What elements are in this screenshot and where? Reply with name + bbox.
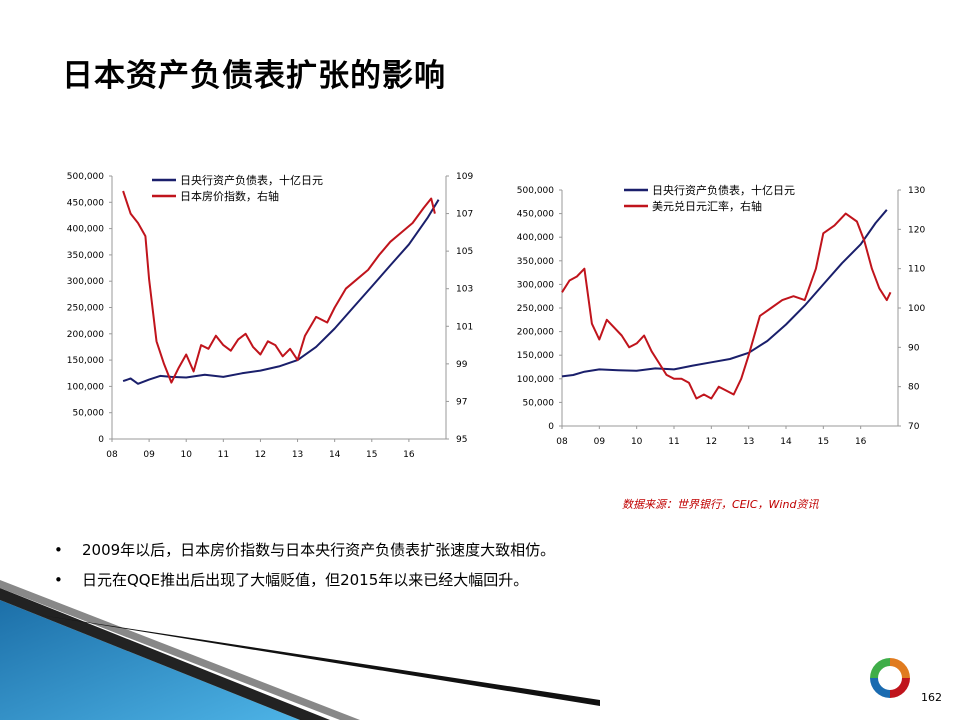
chart-house-price: 500,000 450,000 400,000 350,000 300,000 250,0… bbox=[67, 172, 474, 460]
right-axis-tick-label: 130 bbox=[908, 186, 925, 196]
left-axis-tick-label: 0 bbox=[548, 422, 554, 432]
right-axis-tick-label: 107 bbox=[456, 210, 473, 220]
x-axis-tick-label: 10 bbox=[180, 450, 192, 460]
right-axis-tick-label: 105 bbox=[456, 247, 473, 257]
x-axis-tick-label: 08 bbox=[556, 437, 568, 447]
right-axis-tick-label: 103 bbox=[456, 285, 473, 295]
series-line-0 bbox=[561, 209, 888, 378]
right-axis-tick-label: 110 bbox=[908, 265, 925, 275]
left-axis-tick-label: 150,000 bbox=[67, 356, 104, 366]
bullet-dot-icon: • bbox=[54, 541, 63, 559]
left-axis-tick-label: 200,000 bbox=[67, 330, 104, 340]
legend-label-1: 美元兑日元汇率，右轴 bbox=[652, 199, 762, 213]
chart-fx-rate: 500,000 450,000 400,000 350,000 300,000 250,0… bbox=[517, 183, 926, 447]
x-axis-tick-label: 13 bbox=[743, 437, 754, 447]
x-axis-tick-label: 12 bbox=[255, 450, 266, 460]
right-axis-tick-label: 80 bbox=[908, 383, 920, 393]
legend-label-0: 日央行资产负债表，十亿日元 bbox=[180, 173, 323, 187]
x-axis-tick-label: 11 bbox=[668, 437, 679, 447]
left-axis-tick-label: 150,000 bbox=[517, 351, 554, 361]
x-axis-tick-label: 09 bbox=[594, 437, 606, 447]
decorative-swoosh-icon bbox=[0, 580, 600, 720]
right-axis-tick-label: 101 bbox=[456, 322, 473, 332]
right-axis-tick-label: 97 bbox=[456, 397, 467, 407]
bullet-item: • 日元在QQE推出后出现了大幅贬值，但2015年以来已经大幅回升。 bbox=[54, 568, 555, 598]
legend-label-0: 日央行资产负债表，十亿日元 bbox=[652, 183, 795, 197]
left-axis-tick-label: 500,000 bbox=[517, 186, 554, 196]
left-axis-tick-label: 300,000 bbox=[517, 280, 554, 290]
series-line-1 bbox=[122, 190, 436, 384]
x-axis-tick-label: 08 bbox=[106, 450, 118, 460]
page-number: 162 bbox=[921, 691, 942, 704]
right-axis-tick-label: 95 bbox=[456, 435, 467, 445]
x-axis-tick-label: 12 bbox=[706, 437, 717, 447]
left-axis-tick-label: 400,000 bbox=[67, 225, 104, 235]
left-axis-tick-label: 500,000 bbox=[67, 172, 104, 182]
bullet-list: • 2009年以后，日本房价指数与日本央行资产负债表扩张速度大致相仿。 • 日元在Q… bbox=[54, 538, 555, 598]
x-axis-tick-label: 13 bbox=[292, 450, 303, 460]
left-axis-tick-label: 350,000 bbox=[67, 251, 104, 261]
right-axis-tick-label: 70 bbox=[908, 422, 920, 432]
left-axis-tick-label: 400,000 bbox=[517, 233, 554, 243]
x-axis-tick-label: 14 bbox=[329, 450, 341, 460]
series-line-0 bbox=[122, 199, 440, 385]
left-axis-tick-label: 0 bbox=[98, 435, 104, 445]
x-axis-tick-label: 11 bbox=[218, 450, 229, 460]
bullet-text: 2009年以后，日本房价指数与日本央行资产负债表扩张速度大致相仿。 bbox=[82, 541, 556, 559]
left-axis-tick-label: 100,000 bbox=[517, 375, 554, 385]
data-source-note: 数据来源：世界银行，CEIC，Wind资讯 bbox=[622, 498, 819, 511]
company-logo-icon bbox=[870, 658, 910, 698]
left-axis-tick-label: 450,000 bbox=[517, 210, 554, 220]
x-axis-tick-label: 15 bbox=[366, 450, 377, 460]
right-axis-tick-label: 100 bbox=[908, 304, 925, 314]
right-axis-tick-label: 120 bbox=[908, 225, 925, 235]
legend-label-1: 日本房价指数，右轴 bbox=[180, 189, 279, 203]
left-axis-tick-label: 450,000 bbox=[67, 198, 104, 208]
x-axis-tick-label: 09 bbox=[143, 450, 155, 460]
right-axis-tick-label: 109 bbox=[456, 172, 473, 182]
x-axis-tick-label: 15 bbox=[818, 437, 829, 447]
series-line-1 bbox=[561, 212, 892, 400]
right-axis-tick-label: 99 bbox=[456, 360, 468, 370]
left-axis-tick-label: 250,000 bbox=[67, 304, 104, 314]
left-axis-tick-label: 200,000 bbox=[517, 328, 554, 338]
left-axis-tick-label: 50,000 bbox=[73, 409, 105, 419]
page-title: 日本资产负债表扩张的影响 bbox=[62, 58, 446, 94]
x-axis-tick-label: 10 bbox=[631, 437, 643, 447]
left-axis-tick-label: 250,000 bbox=[517, 304, 554, 314]
x-axis-tick-label: 16 bbox=[855, 437, 867, 447]
bullet-item: • 2009年以后，日本房价指数与日本央行资产负债表扩张速度大致相仿。 bbox=[54, 538, 555, 568]
bullet-dot-icon: • bbox=[54, 571, 63, 589]
bullet-text: 日元在QQE推出后出现了大幅贬值，但2015年以来已经大幅回升。 bbox=[82, 571, 529, 589]
right-axis-tick-label: 90 bbox=[908, 343, 920, 353]
left-axis-tick-label: 350,000 bbox=[517, 257, 554, 267]
x-axis-tick-label: 14 bbox=[780, 437, 792, 447]
left-axis-tick-label: 300,000 bbox=[67, 277, 104, 287]
x-axis-tick-label: 16 bbox=[403, 450, 415, 460]
left-axis-tick-label: 100,000 bbox=[67, 382, 104, 392]
left-axis-tick-label: 50,000 bbox=[523, 398, 555, 408]
